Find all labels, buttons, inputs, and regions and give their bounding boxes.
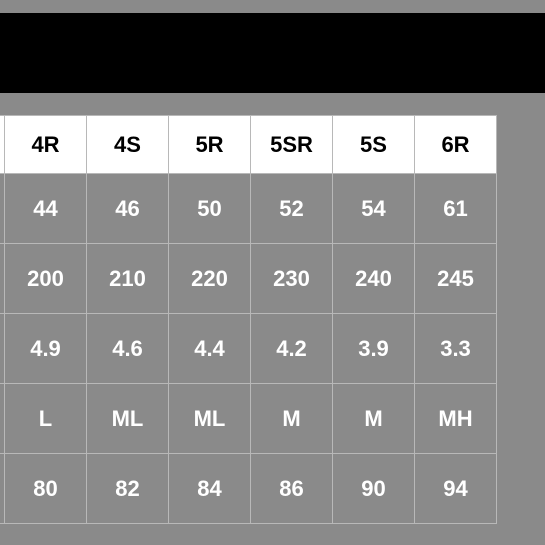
cell: 210 [87,244,169,314]
frame: S 4R 4S 5R 5SR 5S 6R 1 44 46 50 52 54 [0,0,545,545]
cell: 220 [169,244,251,314]
cell: 61 [415,174,497,244]
col-header: 6R [415,116,497,174]
cell: 245 [415,244,497,314]
cell: 90 [333,454,415,524]
header-row: S 4R 4S 5R 5SR 5S 6R [0,116,497,174]
title-band [0,13,545,93]
cell: 84 [169,454,251,524]
col-header: 5S [333,116,415,174]
col-header: 5R [169,116,251,174]
cell: 4.9 [5,314,87,384]
cell: 52 [251,174,333,244]
col-header: 4S [87,116,169,174]
cell: MH [415,384,497,454]
table-row: 1 44 46 50 52 54 61 [0,174,497,244]
cell: ML [169,384,251,454]
cell: 82 [87,454,169,524]
cell: 200 [5,244,87,314]
cell: 3.9 [333,314,415,384]
spec-table: S 4R 4S 5R 5SR 5S 6R 1 44 46 50 52 54 [0,115,497,524]
table-row: 90 200 210 220 230 240 245 [0,244,497,314]
cell: 240 [333,244,415,314]
cell: ML [87,384,169,454]
cell: 86 [251,454,333,524]
cell: 44 [5,174,87,244]
spec-table-wrap: S 4R 4S 5R 5SR 5S 6R 1 44 46 50 52 54 [0,115,545,524]
cell: 50 [169,174,251,244]
table-row: 0 80 82 84 86 90 94 [0,454,497,524]
cell: 54 [333,174,415,244]
col-header: 4R [5,116,87,174]
cell: 4.4 [169,314,251,384]
cell: 4.6 [87,314,169,384]
cell: 4.2 [251,314,333,384]
cell: 230 [251,244,333,314]
cell: 3.3 [415,314,497,384]
col-header: 5SR [251,116,333,174]
cell: 80 [5,454,87,524]
cell: M [251,384,333,454]
cell: M [333,384,415,454]
cell: 46 [87,174,169,244]
cell: 94 [415,454,497,524]
table-row: .2 4.9 4.6 4.4 4.2 3.9 3.3 [0,314,497,384]
cell: L [5,384,87,454]
table-row: ML L ML ML M M MH [0,384,497,454]
